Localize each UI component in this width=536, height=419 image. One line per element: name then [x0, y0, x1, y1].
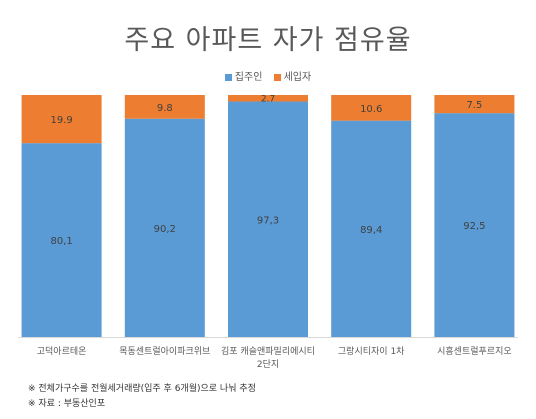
legend-label-owner: 집주인	[234, 72, 263, 83]
data-label-owner-0: 80,1	[50, 236, 72, 247]
footnote-source: ※ 자료 : 부동산인포	[28, 399, 106, 409]
data-label-owner-2: 97,3	[257, 215, 279, 226]
bar-owner-0	[21, 143, 102, 337]
data-label-owner-4: 92,5	[463, 221, 485, 232]
bar-tenant-3	[331, 95, 412, 121]
chart-title: 주요 아파트 자가 점유율	[124, 25, 412, 56]
legend-item-tenant: 세입자	[273, 68, 312, 83]
data-label-tenant-3: 10.6	[360, 104, 382, 115]
x-tick-label-4: 시흥센트럴푸르지오	[437, 345, 512, 357]
bar-tenant-0	[21, 95, 102, 144]
bar-owner-3	[331, 120, 412, 337]
x-tick-label-2-line-0: 김포 캐슬앤파밀리에시티	[221, 345, 315, 357]
legend-label-tenant: 세입자	[283, 72, 312, 83]
legend: 집주인 세입자	[0, 68, 536, 83]
bar-owner-1	[124, 118, 205, 337]
bar-owner-4	[434, 113, 515, 338]
data-label-tenant-1: 9.8	[157, 103, 173, 114]
legend-item-owner: 집주인	[224, 68, 263, 83]
legend-swatch-owner	[224, 73, 232, 81]
x-tick-label-2-line-1: 2단지	[257, 359, 279, 370]
legend-swatch-tenant	[273, 73, 281, 81]
data-label-owner-1: 90,2	[154, 224, 176, 235]
data-label-tenant-2: 2.7	[261, 94, 275, 104]
x-tick-label-1: 목동센트럴아이파크위브	[119, 346, 210, 357]
footnote-method: ※ 전체가구수를 전월세거래량(입주 후 6개월)으로 나눠 추정	[28, 384, 256, 394]
data-label-tenant-0: 19.9	[50, 115, 72, 126]
data-label-tenant-4: 7.5	[466, 100, 482, 111]
x-tick-label-0: 고덕아르테온	[37, 346, 87, 357]
bar-tenant-2	[228, 95, 308, 102]
bar-owner-2	[228, 101, 308, 337]
x-tick-label-3: 그랑시티자이 1차	[338, 345, 405, 357]
data-label-owner-3: 89,4	[360, 225, 382, 236]
bar-tenant-1	[124, 95, 205, 119]
bar-tenant-4	[434, 95, 515, 114]
